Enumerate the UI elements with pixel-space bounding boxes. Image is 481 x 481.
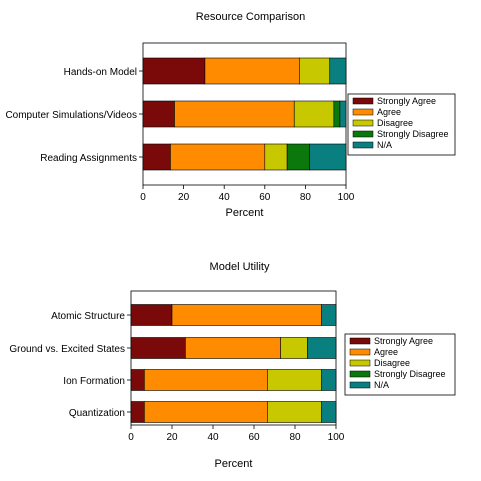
bar-computer-simulations-videos-disagree [293, 100, 335, 128]
category-label-ion-formation: Ion Formation [63, 376, 125, 387]
legend-swatch-strongly-agree [349, 337, 371, 345]
bar-reading-assignments-strongly-agree [142, 143, 171, 171]
bar-hands-on-model-agree [204, 57, 300, 85]
bar-quantization-strongly-agree [130, 401, 145, 423]
bar-ion-formation-strongly-agree [130, 369, 145, 391]
x-tick-label: 40 [207, 432, 219, 443]
legend-swatch-n-a [349, 381, 371, 389]
bar-quantization-agree [144, 401, 268, 423]
bar-ion-formation-n-a [321, 369, 337, 391]
bar-quantization-n-a [321, 401, 337, 423]
bar-ion-formation-agree [144, 369, 268, 391]
bar-reading-assignments-n-a [309, 143, 347, 171]
legend-label-disagree: Disagree [377, 118, 413, 128]
x-tick-label: 20 [166, 432, 178, 443]
legend-label-agree: Agree [374, 347, 398, 357]
bar-reading-assignments-disagree [264, 143, 288, 171]
chart-2: Model Utility Atomic Structure Ground vs. … [9, 261, 456, 470]
chart-title: Resource Comparison [196, 11, 305, 23]
x-tick-label: 0 [140, 192, 146, 203]
category-label-computer-simulations-videos: Computer Simulations/Videos [5, 110, 137, 121]
bar-atomic-structure-strongly-agree [130, 304, 173, 326]
x-axis-label: Percent [215, 458, 253, 470]
legend-swatch-disagree [352, 119, 374, 127]
legend-swatch-agree [349, 348, 371, 356]
legend-label-strongly-agree: Strongly Agree [377, 96, 436, 106]
legend-label-strongly-disagree: Strongly Disagree [374, 369, 446, 379]
bar-ground-vs-excited-states-strongly-agree [130, 337, 186, 359]
legend-swatch-strongly-agree [352, 97, 374, 105]
bar-reading-assignments-agree [170, 143, 266, 171]
x-tick-label: 0 [128, 432, 134, 443]
x-tick-label: 100 [328, 432, 345, 443]
category-label-quantization: Quantization [69, 408, 125, 419]
bar-hands-on-model-n-a [329, 57, 347, 85]
bar-computer-simulations-videos-strongly-disagree [333, 100, 341, 128]
x-tick-label: 20 [178, 192, 190, 203]
bar-reading-assignments-strongly-disagree [286, 143, 310, 171]
bar-ground-vs-excited-states-disagree [280, 337, 308, 359]
bar-atomic-structure-agree [171, 304, 322, 326]
legend-swatch-strongly-disagree [349, 370, 371, 378]
x-tick-label: 60 [248, 432, 260, 443]
bar-hands-on-model-disagree [299, 57, 331, 85]
x-tick-label: 80 [300, 192, 312, 203]
bar-ground-vs-excited-states-n-a [306, 337, 337, 359]
bar-computer-simulations-videos-n-a [339, 100, 347, 128]
legend-label-n-a: N/A [377, 140, 392, 150]
legend-swatch-disagree [349, 359, 371, 367]
bar-atomic-structure-n-a [321, 304, 337, 326]
category-label-hands-on-model: Hands-on Model [64, 67, 137, 78]
x-tick-label: 60 [259, 192, 271, 203]
legend-swatch-strongly-disagree [352, 130, 374, 138]
x-tick-label: 40 [219, 192, 231, 203]
category-label-ground-vs-excited-states: Ground vs. Excited States [9, 344, 125, 355]
chart-1: Resource Comparison Hands-on Model Compute… [5, 11, 456, 219]
x-tick-label: 80 [289, 432, 301, 443]
bar-ground-vs-excited-states-agree [185, 337, 281, 359]
legend-label-strongly-agree: Strongly Agree [374, 336, 433, 346]
legend-label-n-a: N/A [374, 380, 389, 390]
legend-label-disagree: Disagree [374, 358, 410, 368]
bar-computer-simulations-videos-strongly-agree [142, 100, 175, 128]
category-label-atomic-structure: Atomic Structure [51, 311, 125, 322]
bar-computer-simulations-videos-agree [174, 100, 295, 128]
chart-title: Model Utility [210, 261, 270, 273]
bar-hands-on-model-strongly-agree [142, 57, 206, 85]
legend-label-strongly-disagree: Strongly Disagree [377, 129, 449, 139]
legend-swatch-n-a [352, 141, 374, 149]
legend-label-agree: Agree [377, 107, 401, 117]
bar-quantization-disagree [267, 401, 322, 423]
x-tick-label: 100 [338, 192, 355, 203]
x-axis-label: Percent [226, 207, 264, 219]
bar-ion-formation-disagree [267, 369, 322, 391]
legend-swatch-agree [352, 108, 374, 116]
category-label-reading-assignments: Reading Assignments [40, 153, 137, 164]
